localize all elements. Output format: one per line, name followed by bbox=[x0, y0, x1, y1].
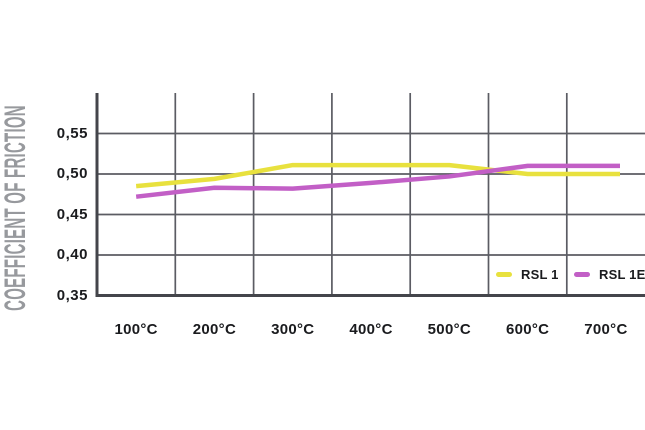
legend-item: RSL 1E bbox=[574, 266, 645, 283]
legend-label: RSL 1E bbox=[599, 267, 645, 282]
y-tick-label: 0,35 bbox=[56, 286, 88, 304]
x-tick-label: 300°C bbox=[271, 321, 315, 338]
x-tick-label: 500°C bbox=[427, 321, 472, 338]
x-tick-label: 400°C bbox=[349, 321, 393, 338]
chart-gridlines bbox=[97, 93, 645, 296]
x-tick-label: 200°C bbox=[192, 321, 237, 338]
x-tick-label: 600°C bbox=[505, 321, 550, 338]
series-line-rsl-1e bbox=[135, 163, 620, 199]
y-tick-label: 0,50 bbox=[56, 165, 88, 182]
x-tick-label: 100°C bbox=[114, 321, 158, 338]
chart-axes bbox=[95, 93, 645, 297]
chart-series-lines bbox=[135, 162, 620, 199]
legend-item: RSL 1 bbox=[496, 266, 559, 283]
y-tick-label: 0,45 bbox=[56, 205, 88, 223]
y-tick-label: 0,40 bbox=[56, 246, 88, 263]
y-tick-label: 0,55 bbox=[56, 124, 88, 142]
legend-label: RSL 1 bbox=[521, 267, 559, 282]
x-tick-label: 700°C bbox=[584, 321, 628, 338]
legend-swatch-icon bbox=[574, 272, 590, 277]
legend-swatch-icon bbox=[496, 272, 512, 277]
series-line-rsl-1 bbox=[135, 162, 620, 189]
